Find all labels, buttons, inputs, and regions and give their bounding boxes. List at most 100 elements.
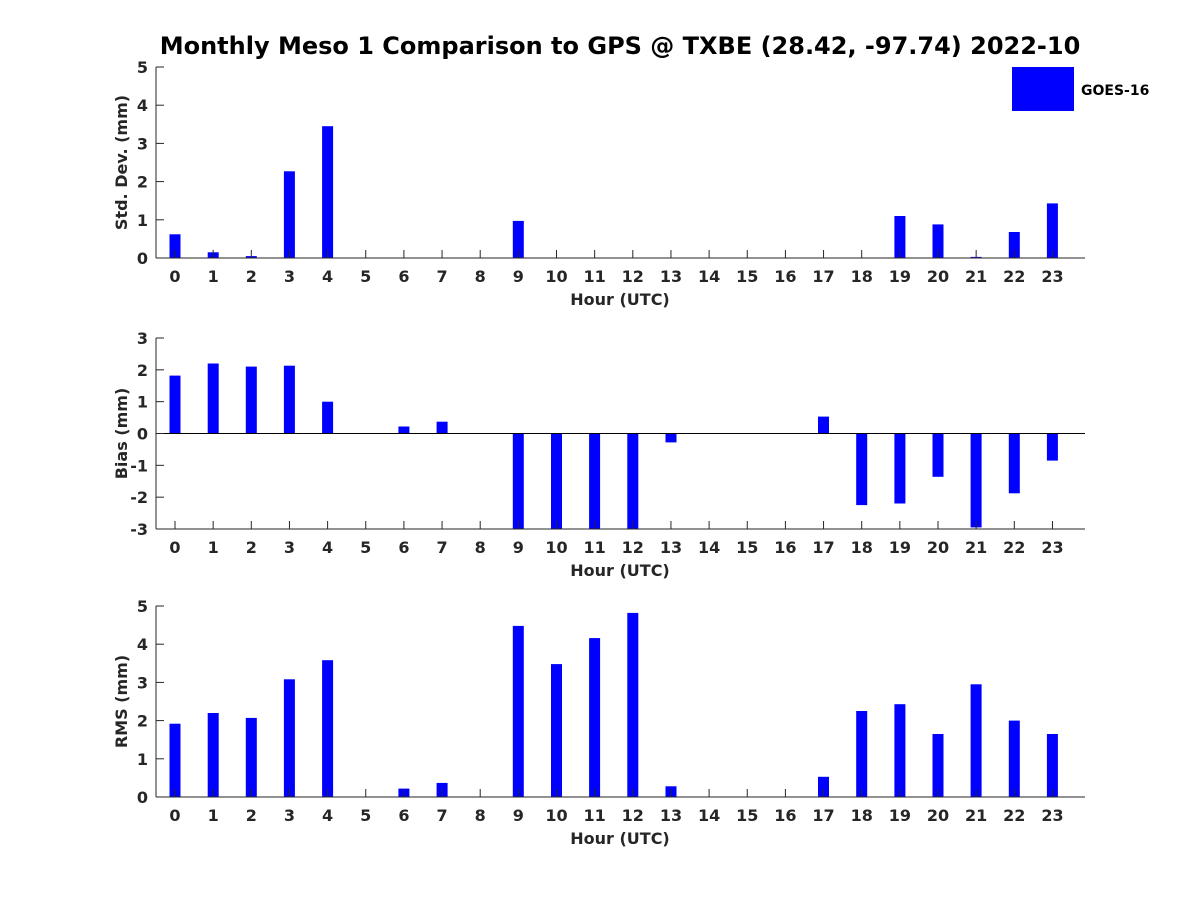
x-tick-label: 4 [322, 806, 333, 825]
bar-hour-12 [627, 612, 639, 797]
x-tick-label: 9 [513, 806, 524, 825]
x-tick-label: 11 [584, 806, 606, 825]
x-tick-label: 11 [584, 538, 606, 557]
figure-title: Monthly Meso 1 Comparison to GPS @ TXBE … [160, 32, 1081, 60]
bar-hour-22 [1008, 232, 1020, 258]
y-tick-label: 0 [137, 425, 148, 444]
y-axis-label: Bias (mm) [112, 388, 131, 480]
bar-hour-19 [894, 216, 906, 258]
x-tick-label: 7 [436, 538, 447, 557]
x-tick-label: 15 [736, 538, 758, 557]
x-tick-label: 14 [698, 806, 720, 825]
x-tick-label: 21 [965, 538, 987, 557]
x-tick-label: 5 [360, 538, 371, 557]
y-tick-label: 4 [137, 96, 148, 115]
x-tick-label: 18 [851, 538, 873, 557]
bar-hour-6 [398, 426, 410, 434]
x-tick-label: 0 [169, 267, 180, 286]
y-tick-label: 2 [137, 712, 148, 731]
y-tick-label: 1 [137, 211, 148, 230]
x-tick-label: 0 [169, 806, 180, 825]
bar-hour-1 [207, 363, 219, 434]
y-tick-label: 5 [137, 597, 148, 616]
bar-hour-23 [1046, 433, 1058, 461]
bar-hour-21 [970, 433, 982, 528]
bar-hour-22 [1008, 433, 1020, 494]
bar-hour-3 [283, 679, 295, 797]
bar-hour-9 [512, 433, 524, 529]
x-tick-label: 13 [660, 538, 682, 557]
y-tick-label: -1 [130, 456, 148, 475]
x-tick-label: 20 [927, 538, 949, 557]
x-tick-label: 5 [360, 267, 371, 286]
bar-hour-9 [512, 625, 524, 797]
x-tick-label: 3 [284, 806, 295, 825]
x-tick-label: 22 [1003, 267, 1025, 286]
x-tick-label: 3 [284, 267, 295, 286]
x-tick-label: 20 [927, 267, 949, 286]
x-tick-label: 11 [584, 267, 606, 286]
x-tick-label: 19 [889, 267, 911, 286]
y-tick-label: 3 [137, 134, 148, 153]
bar-hour-4 [322, 660, 334, 797]
bar-hour-20 [932, 224, 944, 258]
y-axis-label: Std. Dev. (mm) [112, 95, 131, 230]
bar-hour-22 [1008, 720, 1020, 797]
bar-hour-4 [322, 401, 334, 434]
x-tick-label: 2 [246, 267, 257, 286]
x-tick-label: 18 [851, 806, 873, 825]
x-tick-label: 2 [246, 538, 257, 557]
bar-hour-13 [665, 433, 677, 443]
x-tick-label: 10 [545, 806, 567, 825]
x-tick-label: 12 [622, 267, 644, 286]
x-tick-label: 5 [360, 806, 371, 825]
x-tick-label: 19 [889, 538, 911, 557]
x-tick-label: 8 [475, 267, 486, 286]
bar-hour-20 [932, 433, 944, 477]
x-tick-label: 15 [736, 267, 758, 286]
x-tick-label: 9 [513, 538, 524, 557]
y-tick-label: 0 [137, 249, 148, 268]
legend-swatch [1012, 67, 1074, 111]
x-axis-label: Hour (UTC) [570, 290, 670, 309]
bar-hour-4 [322, 126, 334, 258]
bar-hour-0 [169, 234, 181, 258]
x-tick-label: 14 [698, 538, 720, 557]
x-tick-label: 15 [736, 806, 758, 825]
x-tick-label: 4 [322, 267, 333, 286]
x-tick-label: 12 [622, 538, 644, 557]
x-tick-label: 16 [774, 806, 796, 825]
x-tick-label: 1 [208, 806, 219, 825]
x-axis-label: Hour (UTC) [570, 561, 670, 580]
x-tick-label: 1 [208, 538, 219, 557]
bar-hour-21 [970, 684, 982, 797]
x-tick-label: 17 [812, 538, 834, 557]
x-tick-label: 7 [436, 806, 447, 825]
bar-hour-17 [818, 416, 829, 434]
bar-hour-17 [818, 776, 829, 797]
x-tick-label: 16 [774, 267, 796, 286]
x-tick-label: 3 [284, 538, 295, 557]
x-tick-label: 9 [513, 267, 524, 286]
x-axis-label: Hour (UTC) [570, 829, 670, 848]
bar-hour-19 [894, 704, 906, 797]
x-tick-label: 21 [965, 806, 987, 825]
y-tick-label: 2 [137, 361, 148, 380]
bar-hour-12 [627, 433, 639, 529]
bar-hour-23 [1046, 203, 1058, 258]
bar-hour-0 [169, 375, 181, 434]
bar-hour-3 [283, 171, 295, 258]
x-tick-label: 23 [1041, 806, 1063, 825]
legend-label: GOES-16 [1081, 83, 1149, 99]
y-tick-label: 4 [137, 635, 148, 654]
bar-hour-9 [512, 220, 524, 258]
bar-hour-11 [589, 638, 601, 797]
x-tick-label: 10 [545, 538, 567, 557]
bar-hour-10 [551, 664, 562, 797]
x-tick-label: 1 [208, 267, 219, 286]
